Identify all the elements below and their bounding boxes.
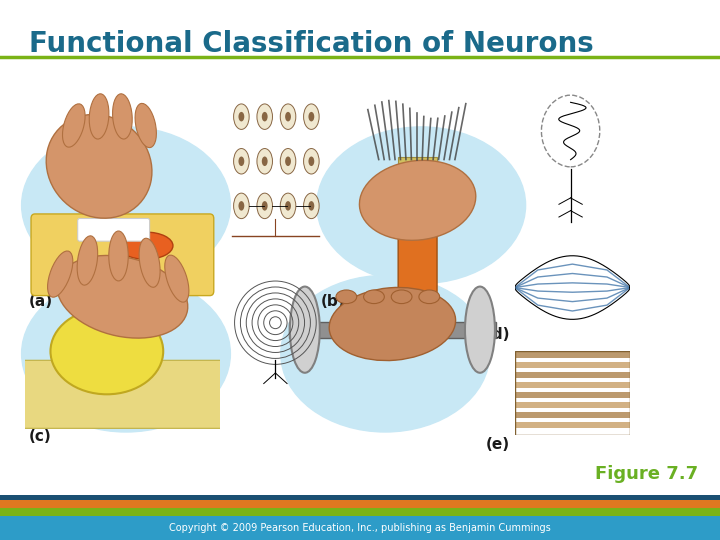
Ellipse shape bbox=[77, 236, 98, 285]
Ellipse shape bbox=[165, 255, 189, 302]
Circle shape bbox=[238, 157, 244, 166]
Circle shape bbox=[262, 201, 268, 211]
FancyBboxPatch shape bbox=[398, 173, 437, 295]
Ellipse shape bbox=[57, 255, 188, 338]
Circle shape bbox=[285, 157, 291, 166]
Ellipse shape bbox=[329, 287, 456, 361]
Ellipse shape bbox=[139, 238, 160, 287]
Bar bbox=[0, 500, 720, 508]
Text: Figure 7.7: Figure 7.7 bbox=[595, 465, 698, 483]
Circle shape bbox=[257, 193, 272, 219]
Bar bbox=[0, 516, 720, 540]
Bar bbox=[515, 422, 630, 428]
Text: (c): (c) bbox=[29, 429, 52, 444]
Circle shape bbox=[22, 127, 230, 284]
Bar bbox=[515, 392, 630, 398]
Circle shape bbox=[280, 104, 296, 130]
Circle shape bbox=[304, 148, 319, 174]
Circle shape bbox=[281, 275, 490, 432]
Ellipse shape bbox=[364, 290, 384, 303]
Circle shape bbox=[262, 157, 268, 166]
Ellipse shape bbox=[50, 308, 163, 394]
Circle shape bbox=[22, 275, 230, 432]
Circle shape bbox=[280, 148, 296, 174]
Circle shape bbox=[257, 104, 272, 130]
Circle shape bbox=[233, 193, 249, 219]
Text: Functional Classification of Neurons: Functional Classification of Neurons bbox=[29, 30, 593, 58]
Bar bbox=[515, 352, 630, 357]
Circle shape bbox=[308, 157, 315, 166]
Ellipse shape bbox=[290, 287, 320, 373]
Bar bbox=[0, 487, 720, 495]
Ellipse shape bbox=[135, 103, 156, 147]
Ellipse shape bbox=[419, 290, 440, 303]
Ellipse shape bbox=[119, 232, 173, 259]
Text: Copyright © 2009 Pearson Education, Inc., publishing as Benjamin Cummings: Copyright © 2009 Pearson Education, Inc.… bbox=[169, 523, 551, 533]
Bar bbox=[0, 495, 720, 500]
Ellipse shape bbox=[112, 94, 132, 139]
Text: (d): (d) bbox=[486, 327, 510, 342]
Ellipse shape bbox=[359, 160, 476, 240]
Bar bbox=[289, 322, 496, 338]
Ellipse shape bbox=[109, 231, 128, 281]
Circle shape bbox=[304, 104, 319, 130]
Circle shape bbox=[285, 112, 291, 122]
Circle shape bbox=[308, 201, 315, 211]
Circle shape bbox=[280, 193, 296, 219]
Bar bbox=[515, 412, 630, 418]
Bar bbox=[515, 372, 630, 378]
Ellipse shape bbox=[63, 104, 85, 147]
Bar bbox=[0, 508, 720, 516]
Circle shape bbox=[238, 112, 244, 122]
Text: (a): (a) bbox=[29, 294, 53, 309]
Circle shape bbox=[233, 148, 249, 174]
FancyBboxPatch shape bbox=[31, 214, 214, 295]
Circle shape bbox=[262, 112, 268, 122]
Ellipse shape bbox=[391, 290, 412, 303]
Bar bbox=[515, 402, 630, 408]
Bar bbox=[515, 382, 630, 388]
Circle shape bbox=[285, 201, 291, 211]
Text: (e): (e) bbox=[486, 437, 510, 453]
Circle shape bbox=[238, 201, 244, 211]
Circle shape bbox=[317, 127, 526, 284]
Ellipse shape bbox=[465, 287, 495, 373]
Ellipse shape bbox=[46, 114, 152, 218]
Circle shape bbox=[257, 148, 272, 174]
Circle shape bbox=[308, 112, 315, 122]
Text: (b): (b) bbox=[320, 294, 345, 309]
FancyBboxPatch shape bbox=[23, 360, 222, 428]
Ellipse shape bbox=[89, 94, 109, 139]
Circle shape bbox=[304, 193, 319, 219]
Bar bbox=[515, 362, 630, 368]
FancyBboxPatch shape bbox=[78, 219, 150, 241]
Ellipse shape bbox=[336, 290, 356, 303]
Ellipse shape bbox=[48, 251, 73, 297]
Bar bbox=[398, 157, 437, 180]
Circle shape bbox=[233, 104, 249, 130]
